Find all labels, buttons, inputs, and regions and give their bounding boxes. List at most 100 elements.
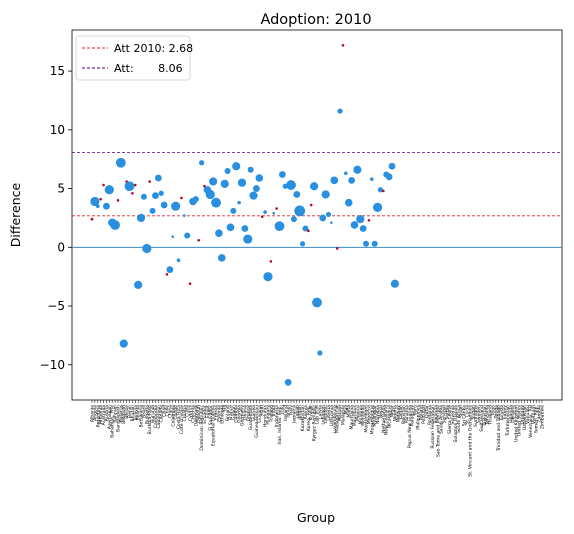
x-tick-label: Ethiopia <box>219 405 225 424</box>
data-point-100 <box>377 187 384 193</box>
x-tick-label: Slovenia <box>450 405 456 425</box>
x-tick-label: Uganda <box>508 405 514 423</box>
x-tick-label: Czechia <box>190 405 196 423</box>
plot-frame <box>71 29 563 401</box>
data-point-99 <box>372 202 383 212</box>
data-point-26 <box>165 273 169 276</box>
data-point-71 <box>293 191 301 198</box>
x-tick-label: Nigeria <box>392 405 398 422</box>
x-tick-label: Vanuatu <box>525 405 531 424</box>
x-tick-label: Suriname <box>473 405 479 427</box>
x-tick-label: Sri Lanka <box>462 405 468 426</box>
data-point-4 <box>102 183 105 187</box>
x-tick-label: Nicaragua <box>387 405 393 429</box>
x-tick-label: Burkina Faso <box>147 405 153 435</box>
x-tick-label: Benin <box>127 405 133 418</box>
data-point-50 <box>232 162 241 171</box>
x-tick-label: Finland <box>225 405 231 421</box>
x-tick-label: Papua New Guinea <box>407 405 413 448</box>
x-tick-label: Lao PDR <box>315 404 321 424</box>
x-tick-label: Mexico <box>355 405 361 421</box>
data-point-20 <box>148 180 151 183</box>
data-point-19 <box>142 243 152 254</box>
legend: Att 2010: 2.68 Att: 8.06 <box>75 35 193 81</box>
x-tick-label: Netherlands <box>381 404 387 433</box>
data-point-77 <box>310 182 319 191</box>
data-point-91 <box>350 221 359 229</box>
data-point-8 <box>110 220 120 230</box>
x-tick-label: Lesotho <box>323 405 329 423</box>
x-tick-label: Armenia <box>98 405 104 424</box>
data-point-80 <box>319 214 327 222</box>
x-tick-label: Panama <box>404 405 410 424</box>
x-tick-label: Bahamas, The <box>110 405 116 438</box>
x-tick-label: Sierra Leone <box>447 405 453 434</box>
data-point-104 <box>388 162 396 170</box>
data-point-65 <box>274 221 285 232</box>
x-tick-label: Solomon Islands <box>453 404 459 442</box>
x-tick-label: Bahrain <box>113 405 119 423</box>
x-tick-label: Ukraine <box>511 405 517 423</box>
x-tick-label: Norway <box>395 405 401 423</box>
x-tick-label: Niger <box>390 405 396 417</box>
data-point-10 <box>115 157 126 168</box>
data-point-9 <box>116 199 120 202</box>
reference-lines <box>72 152 562 248</box>
data-point-62 <box>269 260 273 263</box>
data-point-16 <box>134 280 143 289</box>
x-tick-label: Bhutan <box>130 405 136 422</box>
x-tick-label: Tunisia <box>499 405 505 422</box>
x-tick-label: Latvia <box>317 405 323 419</box>
x-tick-label: Austria <box>104 405 110 421</box>
x-tick-label: Burundi <box>150 405 156 423</box>
legend-entry-att: Att: 8.06 <box>114 62 183 75</box>
x-tick-label: Botswana <box>139 405 145 428</box>
x-tick-label: Chile <box>165 405 171 417</box>
x-tick-label: Iceland <box>268 405 274 422</box>
data-point-64 <box>275 207 278 210</box>
x-tick-label: Bangladesh <box>115 405 121 432</box>
x-tick-label: Hungary <box>265 405 271 425</box>
x-tick-label: Senegal <box>441 405 447 424</box>
data-point-30 <box>176 258 181 263</box>
x-tick-label: Cote d'Ivoire <box>179 405 185 434</box>
x-tick-label: St. Lucia <box>465 405 471 425</box>
x-tick-label: Gabon <box>231 405 237 420</box>
data-point-34 <box>188 282 192 286</box>
x-tick-label: Eritrea <box>214 405 220 420</box>
x-tick-label: Costa Rica <box>176 405 182 429</box>
x-tick-label: Namibia <box>375 405 381 424</box>
data-point-31 <box>180 196 183 200</box>
data-point-85 <box>335 247 339 250</box>
x-tick-label: Israel <box>286 405 292 418</box>
data-point-87 <box>341 43 345 47</box>
x-tick-label: Chad <box>162 405 168 417</box>
x-tick-label: Poland <box>418 405 424 420</box>
data-point-59 <box>260 215 264 219</box>
data-point-86 <box>337 108 343 114</box>
x-tick-label: Serbia <box>444 405 450 420</box>
data-point-53 <box>241 225 249 232</box>
x-tick-label: Iran, Islamic Rep. <box>277 405 283 445</box>
data-point-70 <box>290 216 297 223</box>
chart-title: Adoption: 2010 <box>260 12 371 28</box>
x-tick-label: El Salvador <box>208 405 214 431</box>
y-tick-label: 0 <box>57 240 65 254</box>
data-point-76 <box>309 203 313 207</box>
x-tick-label: New Zealand <box>384 405 390 435</box>
data-point-25 <box>160 201 168 209</box>
x-tick-label: Cameroon <box>156 405 162 429</box>
x-tick-label: Colombia <box>170 405 176 427</box>
x-tick-label: Uzbekistan <box>522 405 528 430</box>
x-tick-label: Fiji <box>222 405 228 411</box>
data-point-82 <box>325 211 332 218</box>
x-tick-label: Bosnia <box>136 405 142 421</box>
x-tick-label: India <box>271 405 277 416</box>
x-tick-label: Bulgaria <box>144 405 150 424</box>
x-tick-label: Moldova <box>358 405 364 424</box>
data-point-15 <box>133 183 137 187</box>
data-point-23 <box>154 174 162 182</box>
data-point-2 <box>95 204 100 208</box>
x-tick-label: Zambia <box>537 405 543 423</box>
data-point-42 <box>209 177 218 186</box>
